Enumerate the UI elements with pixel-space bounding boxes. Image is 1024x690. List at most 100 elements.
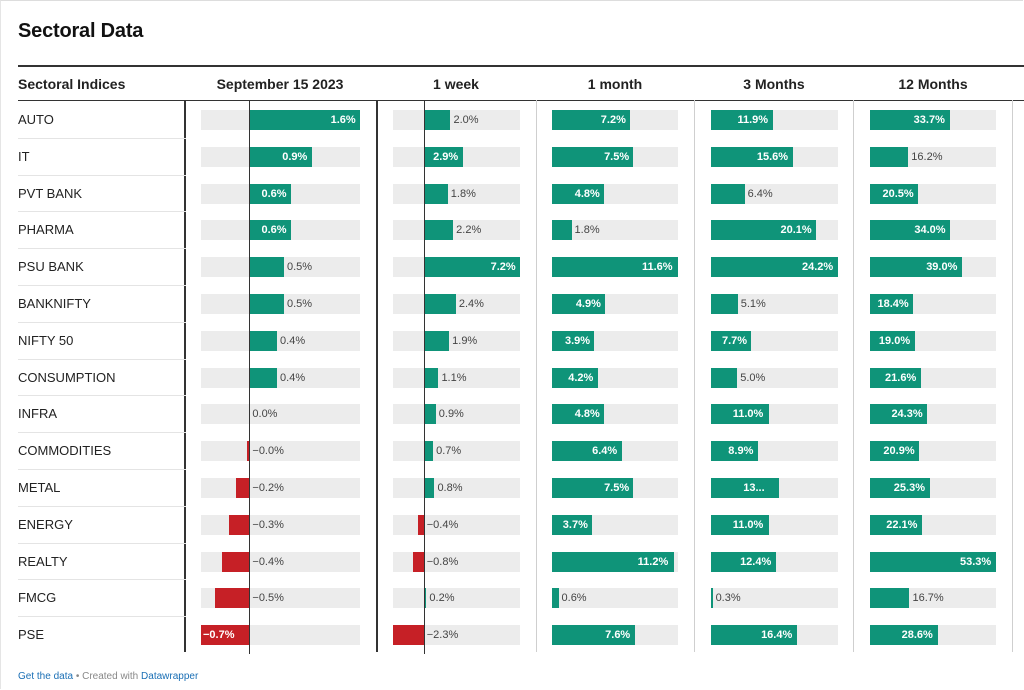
data-bar xyxy=(870,441,920,461)
value-label: 0.4% xyxy=(280,372,306,384)
value-label: 0.8% xyxy=(437,482,463,494)
zero-line xyxy=(424,175,425,213)
data-bar xyxy=(228,515,250,535)
zero-line xyxy=(424,138,425,176)
bar-track xyxy=(552,588,678,608)
bar-track xyxy=(201,404,360,424)
value-label: 11.0% xyxy=(732,519,764,531)
data-bar xyxy=(711,184,745,204)
value-label: 0.2% xyxy=(429,592,455,604)
data-bar xyxy=(870,184,919,204)
footer: Get the data • Created with Datawrapper xyxy=(18,671,198,682)
data-bar xyxy=(423,368,439,388)
value-label: −0.4% xyxy=(252,556,284,568)
data-bar xyxy=(423,478,435,498)
bar-track xyxy=(393,588,520,608)
column-separator xyxy=(376,100,378,652)
data-bar xyxy=(870,588,910,608)
column-separator xyxy=(184,100,186,652)
column-separator xyxy=(853,100,854,652)
data-bar xyxy=(418,515,424,535)
value-label: 16.4% xyxy=(761,629,793,641)
zero-line xyxy=(424,432,425,470)
value-label: 16.7% xyxy=(912,592,944,604)
value-label: −0.5% xyxy=(252,592,284,604)
column-separator xyxy=(1012,100,1013,652)
header-top-rule xyxy=(18,65,1024,67)
bar-track xyxy=(711,368,838,388)
data-bar xyxy=(249,110,360,130)
bar-track xyxy=(711,294,838,314)
value-label: 0.3% xyxy=(715,592,741,604)
zero-line xyxy=(424,359,425,397)
data-bar xyxy=(423,184,448,204)
data-bar xyxy=(552,147,634,167)
data-bar xyxy=(870,625,938,645)
zero-line xyxy=(424,101,425,139)
footer-separator: • Created with xyxy=(73,671,142,682)
value-label: 4.9% xyxy=(575,298,601,310)
data-bar xyxy=(552,184,605,204)
chart-title: Sectoral Data xyxy=(18,20,144,42)
column-separator xyxy=(536,100,537,652)
row-label: PSE xyxy=(18,627,45,642)
data-bar xyxy=(552,625,635,645)
zero-line xyxy=(249,285,250,323)
header-bottom-rule xyxy=(18,100,1024,101)
data-bar xyxy=(423,404,436,424)
data-bar xyxy=(249,220,291,240)
get-data-link[interactable]: Get the data xyxy=(18,671,74,682)
row-divider xyxy=(18,285,186,286)
zero-line xyxy=(249,175,250,213)
value-label: 7.2% xyxy=(490,261,516,273)
value-label: 0.9% xyxy=(282,151,308,163)
data-bar xyxy=(711,220,817,240)
column-header: September 15 2023 xyxy=(216,76,344,92)
zero-line xyxy=(424,395,425,433)
row-label: ENERGY xyxy=(18,517,73,532)
bar-track xyxy=(711,588,838,608)
value-label: 5.0% xyxy=(740,372,766,384)
value-label: 0.5% xyxy=(286,261,313,273)
value-label: 2.2% xyxy=(456,224,482,236)
zero-line xyxy=(424,248,425,286)
value-label: 24.2% xyxy=(802,261,834,273)
data-bar xyxy=(552,368,598,388)
data-bar xyxy=(552,331,595,351)
zero-line xyxy=(424,211,425,249)
data-bar xyxy=(249,184,291,204)
row-label: AUTO xyxy=(18,112,54,127)
data-bar xyxy=(552,552,674,572)
value-label: 3.9% xyxy=(564,335,591,347)
row-label: REALTY xyxy=(18,554,68,569)
value-label: 0.6% xyxy=(561,592,587,604)
row-header: Sectoral Indices xyxy=(18,76,126,92)
value-label: 33.7% xyxy=(913,114,945,126)
zero-line xyxy=(249,138,250,176)
row-divider xyxy=(18,616,186,617)
data-bar xyxy=(870,552,996,572)
value-label: 8.9% xyxy=(728,445,754,457)
data-bar xyxy=(711,294,738,314)
zero-line xyxy=(424,469,425,507)
value-label: 0.0% xyxy=(252,408,278,420)
value-label: 28.6% xyxy=(901,629,933,641)
zero-line xyxy=(249,543,250,581)
value-label: −2.3% xyxy=(426,629,459,641)
value-label: 1.8% xyxy=(450,188,476,200)
value-label: 1.8% xyxy=(574,224,600,236)
row-label: FMCG xyxy=(18,590,57,605)
value-label: 0.6% xyxy=(261,224,287,236)
bar-track xyxy=(201,331,360,351)
value-label: −0.3% xyxy=(252,519,284,531)
datawrapper-link[interactable]: Datawrapper xyxy=(141,671,199,682)
data-bar xyxy=(870,478,930,498)
value-label: 21.6% xyxy=(885,372,917,384)
value-label: 4.2% xyxy=(568,372,594,384)
row-divider xyxy=(18,211,186,212)
row-divider xyxy=(18,506,186,507)
data-bar xyxy=(393,625,424,645)
value-label: 0.9% xyxy=(438,408,464,420)
row-label: PHARMA xyxy=(18,222,74,237)
value-label: 11.9% xyxy=(737,114,769,126)
